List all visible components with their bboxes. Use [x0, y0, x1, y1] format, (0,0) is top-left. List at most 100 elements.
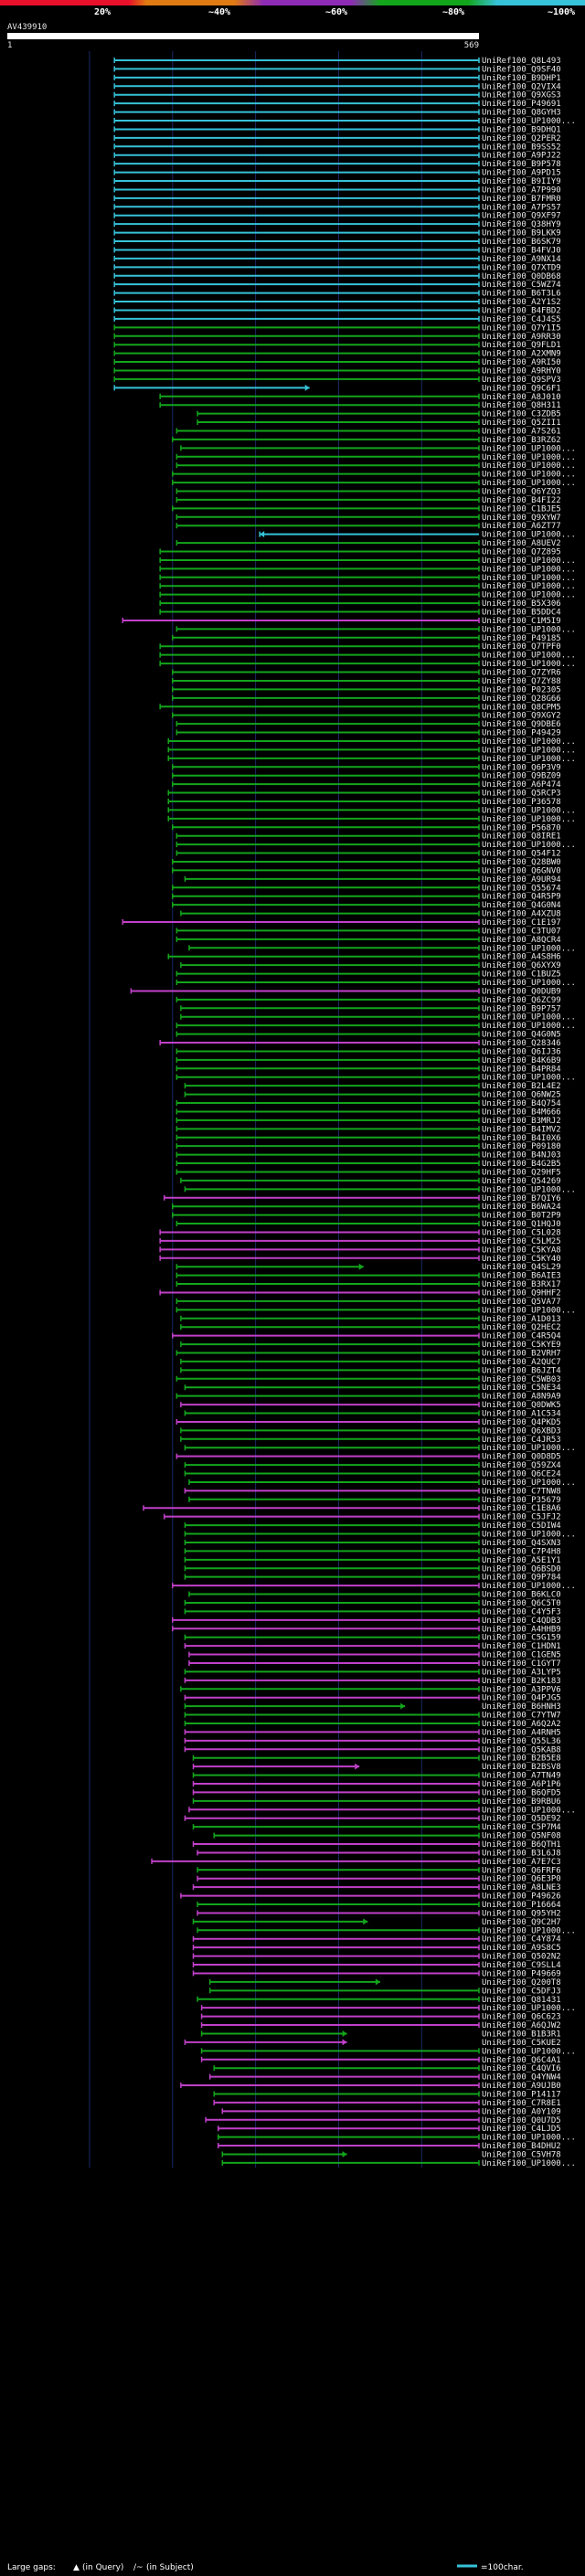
hit-label[interactable]: UniRef100_UP1000...: [482, 815, 576, 824]
hit-label[interactable]: UniRef100_C3ZDB5: [482, 410, 561, 419]
hit-label[interactable]: UniRef100_B3L6J8: [482, 1849, 561, 1858]
hit-label[interactable]: UniRef100_B6QTH1: [482, 1840, 561, 1850]
hit-label[interactable]: UniRef100_Q2HEC2: [482, 1323, 561, 1332]
hit-label[interactable]: UniRef100_Q9FLD1: [482, 341, 561, 350]
hit-label[interactable]: UniRef100_Q7TPF0: [482, 642, 561, 652]
hit-label[interactable]: UniRef100_Q6CE24: [482, 1470, 561, 1479]
hit-label[interactable]: UniRef100_C1E8A6: [482, 1504, 561, 1513]
hit-label[interactable]: UniRef100_A0Y109: [482, 2107, 561, 2116]
hit-label[interactable]: UniRef100_B3RX17: [482, 1280, 561, 1289]
hit-label[interactable]: UniRef100_Q9C6F1: [482, 384, 561, 393]
hit-label[interactable]: UniRef100_C5KY40: [482, 1255, 561, 1264]
hit-label[interactable]: UniRef100_B6QFD5: [482, 1788, 561, 1797]
hit-label[interactable]: UniRef100_UP1000...: [482, 479, 576, 488]
hit-label[interactable]: UniRef100_A4HHB9: [482, 1625, 561, 1634]
hit-label[interactable]: UniRef100_Q29HF5: [482, 1168, 561, 1177]
hit-label[interactable]: UniRef100_A6P474: [482, 780, 561, 790]
hit-label[interactable]: UniRef100_A7E7C3: [482, 1858, 561, 1867]
hit-label[interactable]: UniRef100_A9RHY0: [482, 366, 561, 376]
hit-label[interactable]: UniRef100_Q0DWK5: [482, 1401, 561, 1410]
hit-label[interactable]: UniRef100_C5KYA8: [482, 1246, 561, 1255]
hit-label[interactable]: UniRef100_B7QIY6: [482, 1194, 561, 1203]
hit-label[interactable]: UniRef100_P16664: [482, 1901, 561, 1910]
hit-label[interactable]: UniRef100_Q6YZQ3: [482, 488, 561, 497]
hit-label[interactable]: UniRef100_C7P4H8: [482, 1547, 561, 1556]
hit-label[interactable]: UniRef100_P49691: [482, 100, 561, 109]
hit-label[interactable]: UniRef100_A8UEV2: [482, 539, 561, 548]
hit-label[interactable]: UniRef100_Q9C2H7: [482, 1918, 561, 1927]
hit-label[interactable]: UniRef100_C4J4S5: [482, 315, 561, 324]
hit-label[interactable]: UniRef100_Q28BW0: [482, 858, 561, 867]
hit-label[interactable]: UniRef100_Q9SPV3: [482, 376, 561, 385]
hit-label[interactable]: UniRef100_B9SS52: [482, 143, 561, 152]
hit-label[interactable]: UniRef100_B9P757: [482, 1004, 561, 1013]
hit-label[interactable]: UniRef100_UP1000...: [482, 944, 576, 953]
hit-label[interactable]: UniRef100_C5L028: [482, 1228, 561, 1237]
hit-label[interactable]: UniRef100_C5KYE9: [482, 1341, 561, 1350]
hit-label[interactable]: UniRef100_A8J010: [482, 393, 561, 402]
hit-label[interactable]: UniRef100_Q8IRE1: [482, 832, 561, 842]
hit-label[interactable]: UniRef100_C1M5I9: [482, 617, 561, 626]
hit-label[interactable]: UniRef100_Q9BZ09: [482, 772, 561, 781]
hit-label[interactable]: UniRef100_A2XMN9: [482, 350, 561, 359]
hit-label[interactable]: UniRef100_C5WZ74: [482, 281, 561, 290]
hit-label[interactable]: UniRef100_UP1000...: [482, 1531, 576, 1540]
hit-label[interactable]: UniRef100_Q8GYH3: [482, 109, 561, 118]
hit-label[interactable]: UniRef100_A9RR30: [482, 333, 561, 342]
hit-label[interactable]: UniRef100_UP1000...: [482, 737, 576, 747]
hit-label[interactable]: UniRef100_Q5NF08: [482, 1832, 561, 1841]
hit-label[interactable]: UniRef100_A4S8H6: [482, 953, 561, 962]
hit-label[interactable]: UniRef100_A1C534: [482, 1410, 561, 1419]
hit-label[interactable]: UniRef100_C1HDN1: [482, 1642, 561, 1651]
hit-label[interactable]: UniRef100_UP1000...: [482, 660, 576, 669]
hit-label[interactable]: UniRef100_B4G2B5: [482, 1160, 561, 1169]
hit-label[interactable]: UniRef100_Q6E3P0: [482, 1875, 561, 1884]
hit-label[interactable]: UniRef100_C1BJE5: [482, 504, 561, 514]
hit-label[interactable]: UniRef100_A8N9A9: [482, 1393, 561, 1402]
hit-label[interactable]: UniRef100_Q7ZYR6: [482, 669, 561, 678]
hit-label[interactable]: UniRef100_UP1000...: [482, 2134, 576, 2143]
hit-label[interactable]: UniRef100_Q4SL29: [482, 1263, 561, 1272]
hit-label[interactable]: UniRef100_C7TNW8: [482, 1487, 561, 1496]
hit-label[interactable]: UniRef100_Q0D8D5: [482, 1453, 561, 1462]
hit-label[interactable]: UniRef100_B5DDC4: [482, 609, 561, 618]
hit-label[interactable]: UniRef100_C5WB03: [482, 1375, 561, 1384]
hit-label[interactable]: UniRef100_A4RNH5: [482, 1728, 561, 1737]
hit-label[interactable]: UniRef100_A9S8C5: [482, 1944, 561, 1953]
hit-label[interactable]: UniRef100_Q1HQJ0: [482, 1220, 561, 1229]
hit-label[interactable]: UniRef100_B6HNH3: [482, 1702, 561, 1712]
hit-label[interactable]: UniRef100_B6JZT4: [482, 1366, 561, 1375]
hit-label[interactable]: UniRef100_A7TN49: [482, 1772, 561, 1781]
hit-label[interactable]: UniRef100_Q4G0N4: [482, 901, 561, 910]
hit-label[interactable]: UniRef100_A9UJB0: [482, 2082, 561, 2091]
hit-label[interactable]: UniRef100_UP1000...: [482, 625, 576, 634]
hit-label[interactable]: UniRef100_A7P990: [482, 186, 561, 195]
hit-label[interactable]: UniRef100_B4NJ03: [482, 1151, 561, 1161]
hit-label[interactable]: UniRef100_A8QCR4: [482, 936, 561, 945]
hit-label[interactable]: UniRef100_B4FVJ0: [482, 246, 561, 255]
hit-label[interactable]: UniRef100_Q55L36: [482, 1737, 561, 1746]
hit-label[interactable]: UniRef100_P09180: [482, 1142, 561, 1151]
hit-label[interactable]: UniRef100_Q7Z895: [482, 548, 561, 557]
hit-label[interactable]: UniRef100_B6AIE3: [482, 1272, 561, 1281]
hit-label[interactable]: UniRef100_C4R5Q4: [482, 1332, 561, 1341]
hit-label[interactable]: UniRef100_UP1000...: [482, 117, 576, 126]
hit-label[interactable]: UniRef100_Q0U7D5: [482, 2116, 561, 2125]
hit-label[interactable]: UniRef100_Q9XGS3: [482, 91, 561, 101]
hit-label[interactable]: UniRef100_Q38HY9: [482, 220, 561, 229]
hit-label[interactable]: UniRef100_B6KLC0: [482, 1591, 561, 1600]
hit-label[interactable]: UniRef100_Q6C5T0: [482, 1599, 561, 1608]
hit-label[interactable]: UniRef100_B6SK79: [482, 238, 561, 247]
hit-label[interactable]: UniRef100_Q9HHF2: [482, 1288, 561, 1298]
hit-label[interactable]: UniRef100_UP1000...: [482, 2004, 576, 2013]
hit-label[interactable]: UniRef100_UP1000...: [482, 461, 576, 471]
hit-label[interactable]: UniRef100_B1B3R1: [482, 2030, 561, 2039]
hit-label[interactable]: UniRef100_B2BSV8: [482, 1763, 561, 1772]
hit-label[interactable]: UniRef100_UP1000...: [482, 591, 576, 600]
hit-label[interactable]: UniRef100_Q8CPM5: [482, 703, 561, 712]
hit-label[interactable]: UniRef100_P56870: [482, 823, 561, 832]
hit-label[interactable]: UniRef100_UP1000...: [482, 582, 576, 591]
hit-label[interactable]: UniRef100_C5LM25: [482, 1237, 561, 1246]
hit-label[interactable]: UniRef100_Q59ZX4: [482, 1461, 561, 1470]
hit-label[interactable]: UniRef100_B6WA24: [482, 1203, 561, 1212]
